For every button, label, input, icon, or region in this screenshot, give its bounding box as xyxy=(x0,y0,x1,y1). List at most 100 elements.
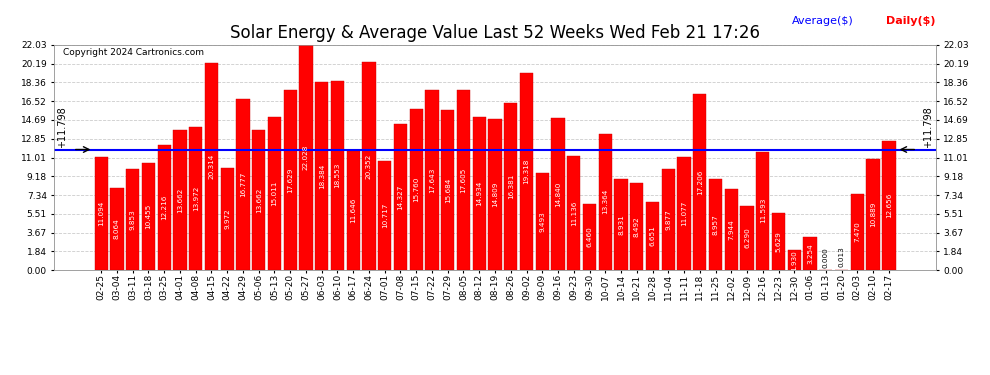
Text: 17.206: 17.206 xyxy=(697,170,703,195)
Bar xyxy=(504,103,518,270)
Text: 15.011: 15.011 xyxy=(271,181,277,206)
Text: 16.381: 16.381 xyxy=(508,174,514,199)
Bar xyxy=(189,127,202,270)
Bar xyxy=(725,189,738,270)
Bar xyxy=(520,73,534,270)
Bar xyxy=(315,82,329,270)
Bar xyxy=(645,202,659,270)
Text: 11.094: 11.094 xyxy=(98,201,104,226)
Text: 10.717: 10.717 xyxy=(382,202,388,228)
Text: 0.013: 0.013 xyxy=(839,247,844,267)
Bar xyxy=(346,151,360,270)
Bar xyxy=(677,157,691,270)
Bar xyxy=(630,183,644,270)
Text: 12.656: 12.656 xyxy=(886,193,892,218)
Text: Average($): Average($) xyxy=(792,16,853,26)
Text: Daily($): Daily($) xyxy=(886,16,936,26)
Text: 17.605: 17.605 xyxy=(460,167,466,193)
Text: 7.944: 7.944 xyxy=(729,219,735,240)
Bar xyxy=(615,179,628,270)
Bar xyxy=(709,178,723,270)
Bar xyxy=(426,90,439,270)
Bar xyxy=(378,160,391,270)
Text: 8.492: 8.492 xyxy=(634,216,640,237)
Bar xyxy=(299,45,313,270)
Bar xyxy=(221,168,234,270)
Bar xyxy=(157,145,171,270)
Text: 10.889: 10.889 xyxy=(870,202,876,227)
Bar xyxy=(866,159,880,270)
Bar xyxy=(94,157,108,270)
Text: 14.809: 14.809 xyxy=(492,182,498,207)
Text: 8.931: 8.931 xyxy=(618,214,624,235)
Bar xyxy=(756,152,769,270)
Text: 13.972: 13.972 xyxy=(193,186,199,211)
Bar xyxy=(599,134,612,270)
Text: 9.877: 9.877 xyxy=(665,209,671,230)
Text: 13.662: 13.662 xyxy=(177,188,183,213)
Bar xyxy=(803,237,817,270)
Text: 17.643: 17.643 xyxy=(429,167,435,193)
Bar xyxy=(331,81,345,270)
Text: 0.000: 0.000 xyxy=(823,247,829,268)
Text: 6.290: 6.290 xyxy=(744,228,750,248)
Bar xyxy=(237,99,249,270)
Bar xyxy=(488,119,502,270)
Text: 13.662: 13.662 xyxy=(255,188,261,213)
Text: Copyright 2024 Cartronics.com: Copyright 2024 Cartronics.com xyxy=(63,48,204,57)
Text: 3.254: 3.254 xyxy=(807,243,813,264)
Text: 14.840: 14.840 xyxy=(555,182,561,207)
Bar xyxy=(882,141,896,270)
Text: 14.934: 14.934 xyxy=(476,181,482,206)
Text: 11.646: 11.646 xyxy=(350,198,356,223)
Text: 6.460: 6.460 xyxy=(586,226,592,248)
Bar xyxy=(567,156,580,270)
Text: 11.077: 11.077 xyxy=(681,201,687,226)
Text: 12.216: 12.216 xyxy=(161,195,167,220)
Bar xyxy=(551,118,564,270)
Bar xyxy=(788,250,801,270)
Text: 9.972: 9.972 xyxy=(224,209,231,230)
Bar xyxy=(442,110,454,270)
Text: 11.136: 11.136 xyxy=(571,201,577,226)
Text: 17.629: 17.629 xyxy=(287,167,293,193)
Bar xyxy=(772,213,785,270)
Text: 22.028: 22.028 xyxy=(303,145,309,170)
Text: 1.930: 1.930 xyxy=(791,250,797,270)
Bar xyxy=(693,94,707,270)
Bar xyxy=(283,90,297,270)
Text: 19.318: 19.318 xyxy=(524,159,530,184)
Text: +11.798: +11.798 xyxy=(56,107,66,148)
Bar xyxy=(456,90,470,270)
Title: Solar Energy & Average Value Last 52 Weeks Wed Feb 21 17:26: Solar Energy & Average Value Last 52 Wee… xyxy=(230,24,760,42)
Text: 9.493: 9.493 xyxy=(540,211,545,232)
Bar xyxy=(583,204,596,270)
Bar xyxy=(126,170,140,270)
Text: +11.798: +11.798 xyxy=(924,107,934,148)
Bar xyxy=(394,124,407,270)
Bar xyxy=(267,117,281,270)
Text: 9.853: 9.853 xyxy=(130,209,136,230)
Bar xyxy=(142,163,155,270)
Text: 8.064: 8.064 xyxy=(114,219,120,239)
Text: 11.593: 11.593 xyxy=(759,198,766,223)
Text: 5.629: 5.629 xyxy=(775,231,781,252)
Text: 20.314: 20.314 xyxy=(209,154,215,179)
Text: 14.327: 14.327 xyxy=(398,184,404,210)
Bar xyxy=(173,130,187,270)
Text: 18.553: 18.553 xyxy=(335,163,341,188)
Text: 6.651: 6.651 xyxy=(649,226,655,246)
Text: 13.364: 13.364 xyxy=(602,189,608,214)
Text: 15.684: 15.684 xyxy=(445,177,450,203)
Text: 16.777: 16.777 xyxy=(240,172,246,197)
Bar xyxy=(410,109,423,270)
Bar xyxy=(472,117,486,270)
Bar xyxy=(536,173,548,270)
Text: 10.455: 10.455 xyxy=(146,204,151,229)
Bar xyxy=(252,130,265,270)
Text: 15.760: 15.760 xyxy=(413,177,419,202)
Bar xyxy=(850,194,864,270)
Text: 8.957: 8.957 xyxy=(713,214,719,235)
Bar xyxy=(362,62,375,270)
Bar xyxy=(741,206,753,270)
